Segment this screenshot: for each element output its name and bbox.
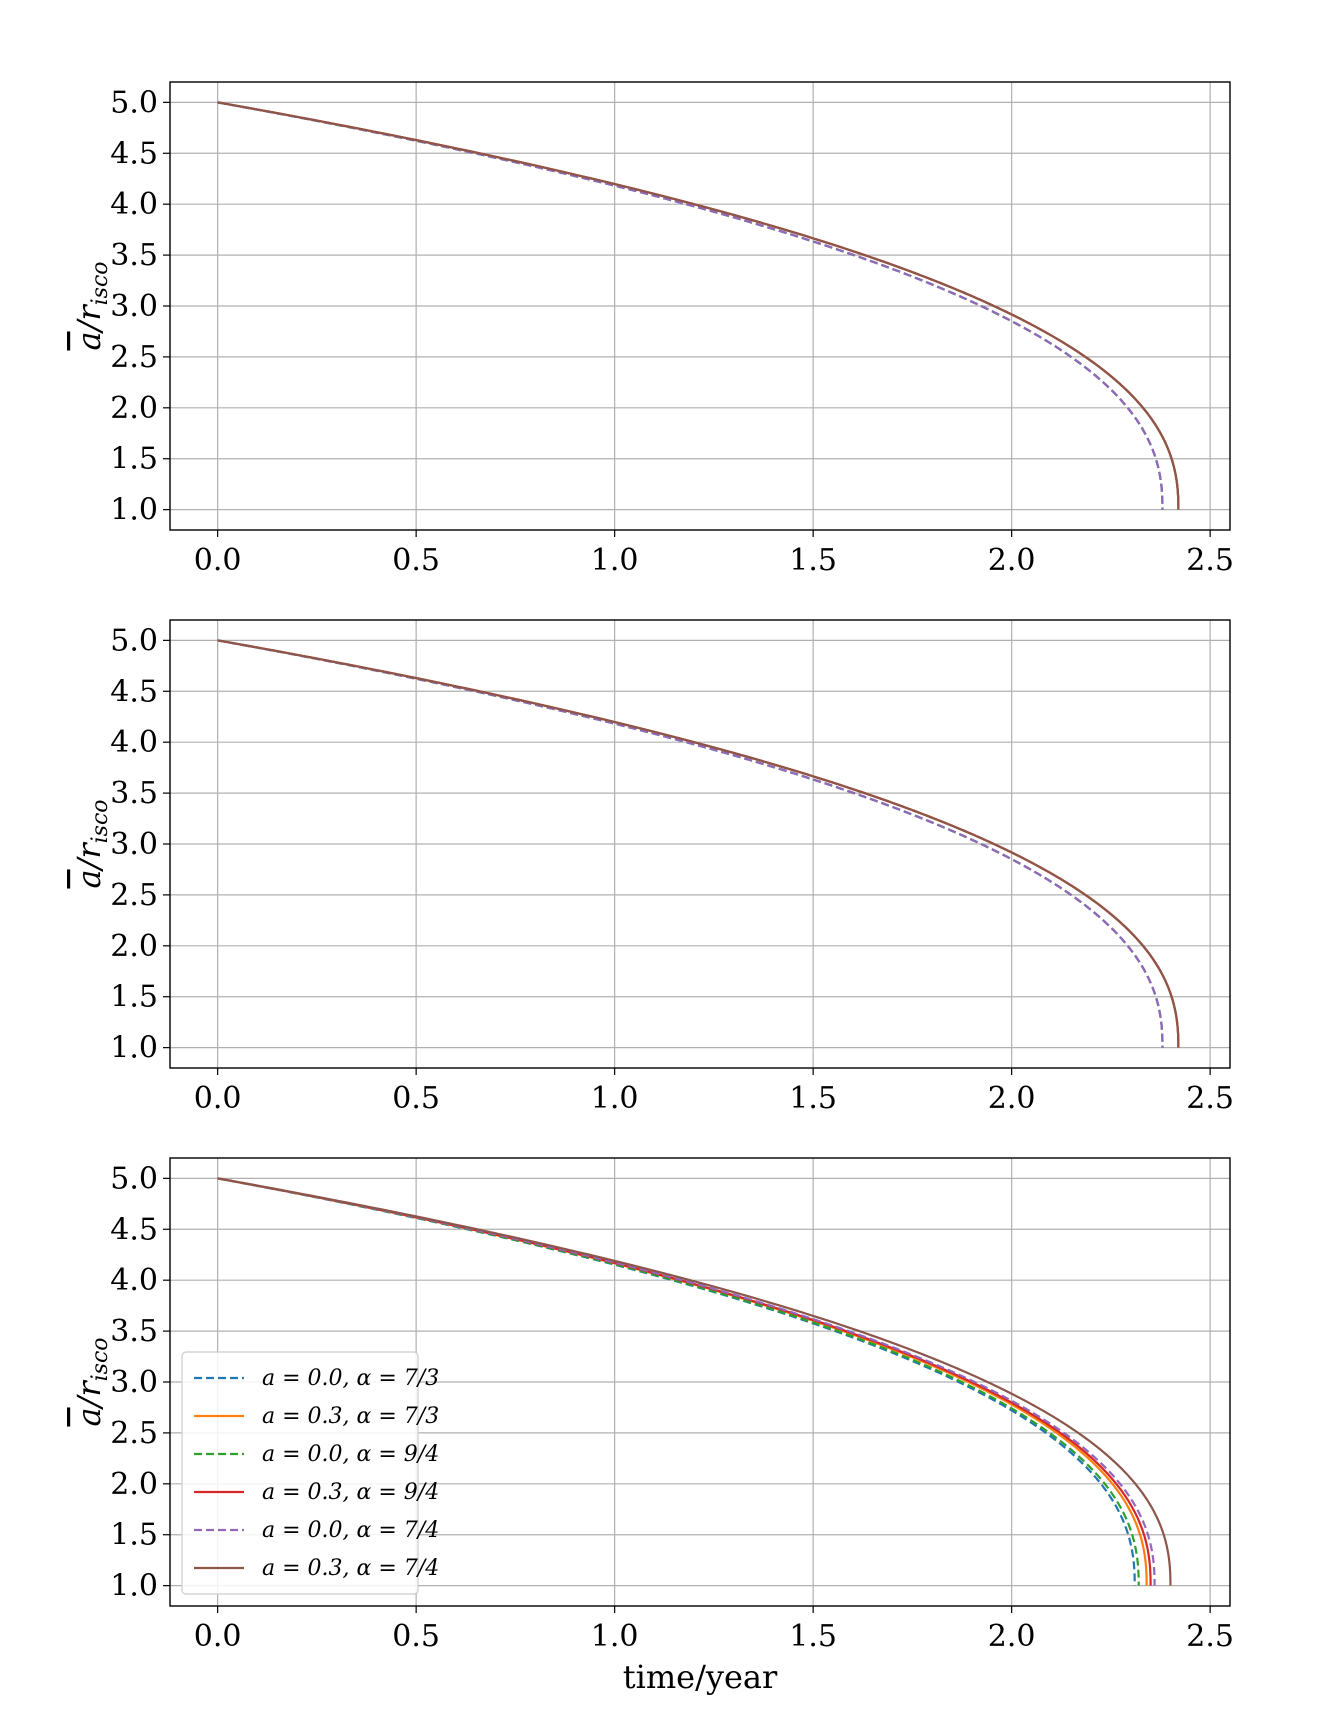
x-tick-label: 2.5	[1186, 543, 1234, 578]
y-tick-label: 3.0	[110, 1365, 158, 1400]
x-tick-label: 2.0	[988, 1081, 1036, 1116]
series-line-5	[217, 101, 1164, 510]
legend-entry-label: a = 0.3, α = 9/4	[262, 1480, 439, 1505]
panel-3: 0.0 0.5 1.0 1.5 2.0 2.5 1.0 1.5 2.0 2.5 3.0 3.5 4.0 4…	[70, 1157, 1234, 1696]
axes-frame	[169, 1157, 1231, 1607]
series-line-6	[217, 101, 1180, 510]
y-tick-label: 3.0	[110, 289, 158, 324]
y-tick-label: 1.0	[110, 493, 158, 528]
axes-frame	[169, 619, 1231, 1069]
y-tick-label: 4.0	[110, 187, 158, 222]
x-tick-label: 0.5	[392, 1081, 440, 1116]
y-tick-label: 4.5	[110, 674, 158, 709]
y-tick-label: 2.0	[110, 1467, 158, 1502]
x-tick-label: 1.0	[591, 1619, 639, 1654]
x-axis-label: time/year	[623, 1658, 778, 1696]
y-tick-label: 3.5	[110, 776, 158, 811]
y-tick-label: 2.5	[110, 878, 158, 913]
x-tick-label: 0.5	[392, 1619, 440, 1654]
y-tick-label: 1.5	[110, 1518, 158, 1553]
x-tick-label: 1.0	[591, 543, 639, 578]
series-line-6	[217, 1177, 1172, 1586]
y-tick-label: 3.0	[110, 827, 158, 862]
legend-entry-label: a = 0.3, α = 7/4	[262, 1556, 439, 1581]
x-tick-label: 2.5	[1186, 1081, 1234, 1116]
legend-box	[181, 1351, 419, 1595]
y-tick-label: 4.0	[110, 1263, 158, 1298]
series-line-5	[217, 1177, 1156, 1586]
x-tick-label: 1.5	[789, 543, 837, 578]
y-tick-label: 5.0	[110, 623, 158, 658]
legend-entry-label: a = 0.3, α = 7/3	[262, 1404, 439, 1429]
x-tick-label: 1.5	[789, 1081, 837, 1116]
y-tick-label: 5.0	[110, 1161, 158, 1196]
y-axis-label: a/risco	[70, 261, 113, 350]
y-axis-label: a/risco	[70, 1337, 113, 1426]
y-tick-label: 4.5	[110, 136, 158, 171]
legend-entry-label: a = 0.0, α = 7/3	[262, 1366, 439, 1391]
legend: a = 0.0, α = 7/3 a = 0.3, α = 7/3 a = 0.0,…	[181, 1351, 439, 1595]
legend-entry-label: a = 0.0, α = 7/4	[262, 1518, 439, 1543]
panel-2: 0.0 0.5 1.0 1.5 2.0 2.5 1.0 1.5 2.0 2.5 3.0 3.5 4.0 4…	[70, 619, 1234, 1116]
series-line-1	[217, 1177, 1136, 1586]
y-tick-label: 4.5	[110, 1212, 158, 1247]
x-tick-label: 1.5	[789, 1619, 837, 1654]
y-axis-label: a/risco	[70, 799, 113, 888]
x-tick-label: 2.0	[988, 543, 1036, 578]
series-line-6	[217, 639, 1180, 1048]
x-tick-label: 2.0	[988, 1619, 1036, 1654]
legend-entry-label: a = 0.0, α = 9/4	[262, 1442, 439, 1467]
y-tick-label: 2.0	[110, 929, 158, 964]
x-tick-label: 2.5	[1186, 1619, 1234, 1654]
x-tick-label: 1.0	[591, 1081, 639, 1116]
x-tick-label: 0.0	[194, 543, 242, 578]
y-tick-label: 2.5	[110, 1416, 158, 1451]
y-tick-label: 1.5	[110, 442, 158, 477]
y-tick-label: 3.5	[110, 1314, 158, 1349]
y-tick-label: 5.0	[110, 85, 158, 120]
panel-1: 0.0 0.5 1.0 1.5 2.0 2.5 1.0 1.5 2.0 2.5 3.0 3.5 4.0 4…	[70, 81, 1234, 578]
series-line-5	[217, 639, 1164, 1048]
x-tick-label: 0.0	[194, 1619, 242, 1654]
series-line-3	[217, 1177, 1140, 1586]
x-tick-label: 0.0	[194, 1081, 242, 1116]
y-tick-label: 2.0	[110, 391, 158, 426]
y-tick-label: 2.5	[110, 340, 158, 375]
y-tick-label: 1.0	[110, 1031, 158, 1066]
y-tick-label: 1.5	[110, 980, 158, 1015]
y-tick-label: 3.5	[110, 238, 158, 273]
y-tick-label: 4.0	[110, 725, 158, 760]
y-tick-label: 1.0	[110, 1569, 158, 1604]
axes-frame	[169, 81, 1231, 531]
x-tick-label: 0.5	[392, 543, 440, 578]
